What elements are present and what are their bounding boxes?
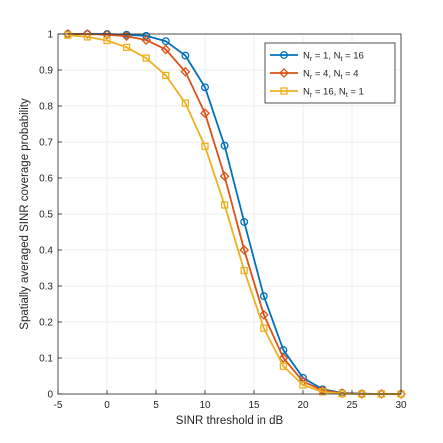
data-point [162, 71, 170, 80]
y-tick-label: 0.5 [39, 210, 53, 221]
x-tick-label: -5 [54, 400, 63, 411]
data-point [240, 217, 249, 226]
data-point [240, 266, 248, 275]
data-point [122, 43, 131, 51]
y-tick-label: 0.9 [39, 66, 53, 77]
data-point [121, 31, 132, 42]
y-axis-label: Spatially averaged SINR coverage probabi… [19, 98, 31, 330]
data-point [318, 388, 327, 396]
data-point [181, 99, 190, 107]
data-point [220, 201, 229, 209]
legend-label: Nr = 4, Nt = 4 [303, 69, 359, 82]
x-tick-label: 10 [199, 400, 211, 411]
y-tick-label: 1 [47, 30, 53, 41]
y-tick-label: 0.7 [39, 138, 53, 149]
data-point [180, 66, 191, 77]
data-point [219, 171, 230, 182]
data-point [279, 362, 288, 370]
data-point [141, 35, 152, 46]
data-point [102, 29, 112, 40]
data-point [160, 44, 171, 55]
y-tick-label: 0 [47, 390, 53, 401]
y-tick-label: 0.1 [39, 354, 53, 365]
x-tick-label: 25 [346, 400, 358, 411]
data-point [142, 31, 151, 40]
data-point [200, 108, 210, 119]
legend-entry: Nr = 4, Nt = 4 [270, 68, 359, 82]
data-point [64, 31, 72, 39]
y-tick-label: 0.8 [39, 102, 53, 113]
x-tick-label: 15 [248, 400, 260, 411]
y-tick-label: 0.4 [39, 246, 53, 257]
data-point [239, 245, 250, 255]
data-point [82, 29, 93, 39]
legend-label: Nr = 1, Nt = 16 [303, 51, 364, 64]
data-point [280, 87, 288, 95]
data-point [201, 83, 209, 92]
x-tick-label: 20 [297, 400, 309, 411]
data-point [280, 51, 288, 59]
data-point [181, 51, 190, 60]
data-point [103, 36, 111, 45]
legend: Nr = 1, Nt = 16 Nr = 4, Nt = 4 Nr = 16, Nt… [264, 42, 396, 104]
data-point [220, 141, 229, 150]
y-tick-label: 0.3 [39, 282, 53, 293]
x-tick-label: 30 [395, 400, 407, 411]
data-point [258, 309, 269, 320]
data-point [278, 353, 289, 363]
x-axis-label: SINR threshold in dB [176, 415, 284, 427]
legend-label: Nr = 16, Nt = 1 [303, 87, 364, 100]
legend-entry: Nr = 16, Nt = 1 [270, 87, 364, 100]
y-tick-label: 0.2 [39, 318, 53, 329]
data-point [279, 68, 289, 78]
x-tick-label: 0 [104, 400, 110, 411]
ticks: -5 0 5 10 15 20 25 3000.10.20.30.40.50.60.70.80… [39, 30, 407, 412]
data-point [299, 381, 307, 389]
data-point [161, 37, 170, 46]
y-tick-label: 0.6 [39, 174, 53, 185]
data-point [142, 54, 150, 62]
legend-entry: Nr = 1, Nt = 16 [270, 51, 364, 64]
data-point [260, 324, 268, 332]
data-point [201, 142, 209, 150]
data-point [259, 292, 268, 301]
x-tick-label: 5 [153, 400, 159, 411]
